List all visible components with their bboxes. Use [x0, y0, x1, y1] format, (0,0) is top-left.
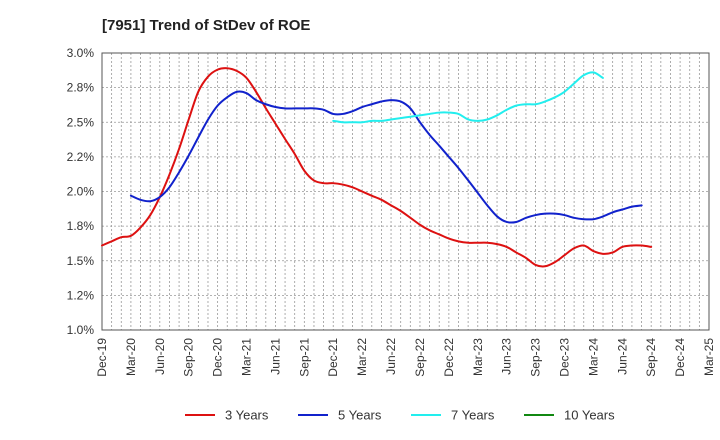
x-tick-label: Sep-20: [182, 338, 196, 377]
x-tick-label: Dec-20: [211, 338, 225, 377]
x-tick-label: Jun-21: [268, 338, 282, 375]
legend-item-3-years: 3 Years: [185, 408, 269, 423]
grid-lines: [102, 53, 709, 330]
y-tick-label: 3.0%: [67, 46, 95, 60]
x-tick-label: Mar-23: [471, 338, 485, 376]
series-lines: [101, 67, 653, 268]
legend: 3 Years 5 Years 7 Years 10 Years: [185, 408, 615, 423]
x-tick-label: Dec-22: [442, 338, 456, 377]
x-tick-label: Sep-21: [297, 338, 311, 377]
series-line-7-years: [332, 71, 604, 124]
x-tick-label: Dec-23: [557, 338, 571, 377]
x-tick-label: Mar-25: [702, 338, 716, 376]
legend-label: 5 Years: [338, 408, 382, 423]
x-tick-label: Jun-23: [500, 338, 514, 375]
y-tick-label: 2.0%: [67, 185, 95, 199]
y-tick-label: 2.2%: [67, 150, 95, 164]
x-tick-label: Sep-22: [413, 338, 427, 377]
legend-item-7-years: 7 Years: [411, 408, 495, 423]
legend-label: 3 Years: [225, 408, 269, 423]
x-tick-label: Dec-21: [326, 338, 340, 377]
x-tick-label: Mar-20: [124, 338, 138, 376]
x-tick-label: Dec-24: [673, 338, 687, 377]
x-tick-label: Mar-21: [240, 338, 254, 376]
y-tick-label: 2.8%: [67, 81, 95, 95]
x-tick-label: Mar-22: [355, 338, 369, 376]
x-tick-label: Sep-24: [644, 338, 658, 377]
legend-item-10-years: 10 Years: [524, 408, 615, 423]
y-tick-label: 2.5%: [67, 115, 95, 129]
legend-item-5-years: 5 Years: [298, 408, 382, 423]
plot-frame: [101, 52, 710, 331]
legend-label: 10 Years: [564, 408, 615, 423]
x-tick-label: Jun-20: [153, 338, 167, 375]
chart-title: [7951] Trend of StDev of ROE: [102, 17, 310, 34]
y-tick-label: 1.8%: [67, 219, 95, 233]
y-tick-label: 1.5%: [67, 254, 95, 268]
x-tick-label: Jun-24: [615, 338, 629, 375]
x-axis-tick-labels: Dec-19 Mar-20 Jun-20 Sep-20 Dec-20 Mar-21 Jun-…: [95, 338, 716, 377]
x-tick-label: Mar-24: [586, 338, 600, 376]
y-tick-label: 1.0%: [67, 323, 95, 337]
legend-label: 7 Years: [451, 408, 495, 423]
series-line-5-years: [129, 90, 643, 224]
x-tick-label: Dec-19: [95, 338, 109, 377]
x-tick-label: Sep-23: [529, 338, 543, 377]
x-tick-label: Jun-22: [384, 338, 398, 375]
series-line-3-years: [101, 67, 653, 268]
y-axis-tick-labels: 1.0% 1.2% 1.5% 1.8% 2.0% 2.2% 2.5% 2.8% 3.0%: [67, 46, 95, 337]
y-tick-label: 1.2%: [67, 288, 95, 302]
